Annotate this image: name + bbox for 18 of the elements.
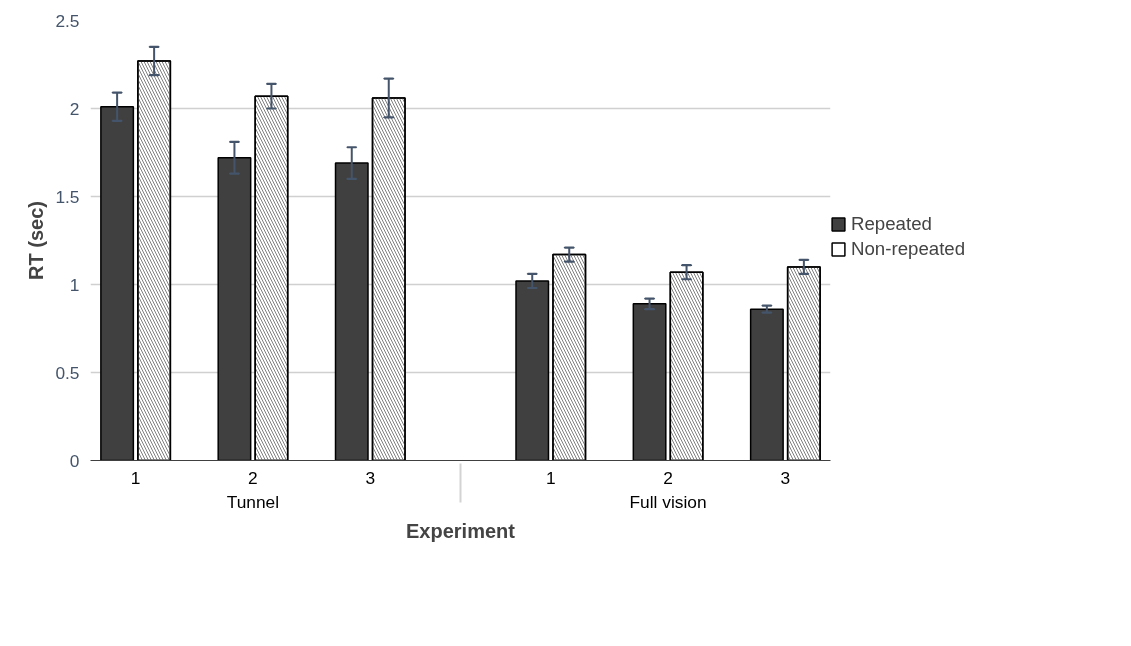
legend-label: Repeated [851, 213, 932, 235]
y-tick-label: 2.5 [55, 10, 80, 31]
x-tick-label: 2 [663, 467, 673, 488]
legend-label: Non-repeated [851, 238, 966, 260]
x-axis-title: Experiment [406, 519, 516, 542]
y-tick-label: 0 [69, 450, 80, 471]
y-axis-title: RT (sec) [25, 201, 48, 280]
x-tick-label: 3 [365, 467, 376, 488]
x-tick-label: 2 [248, 467, 258, 488]
x-tick-label: 1 [545, 467, 556, 488]
y-tick-label: 2 [69, 98, 80, 119]
y-tick-label: 1 [69, 274, 80, 295]
text: Tunnel [226, 491, 280, 512]
y-tick-label: 0.5 [55, 362, 80, 383]
y-tick-label: 1.5 [55, 186, 80, 207]
text: Full vision [629, 491, 707, 512]
x-tick-label: 3 [780, 467, 791, 488]
x-tick-label: 1 [130, 467, 141, 488]
